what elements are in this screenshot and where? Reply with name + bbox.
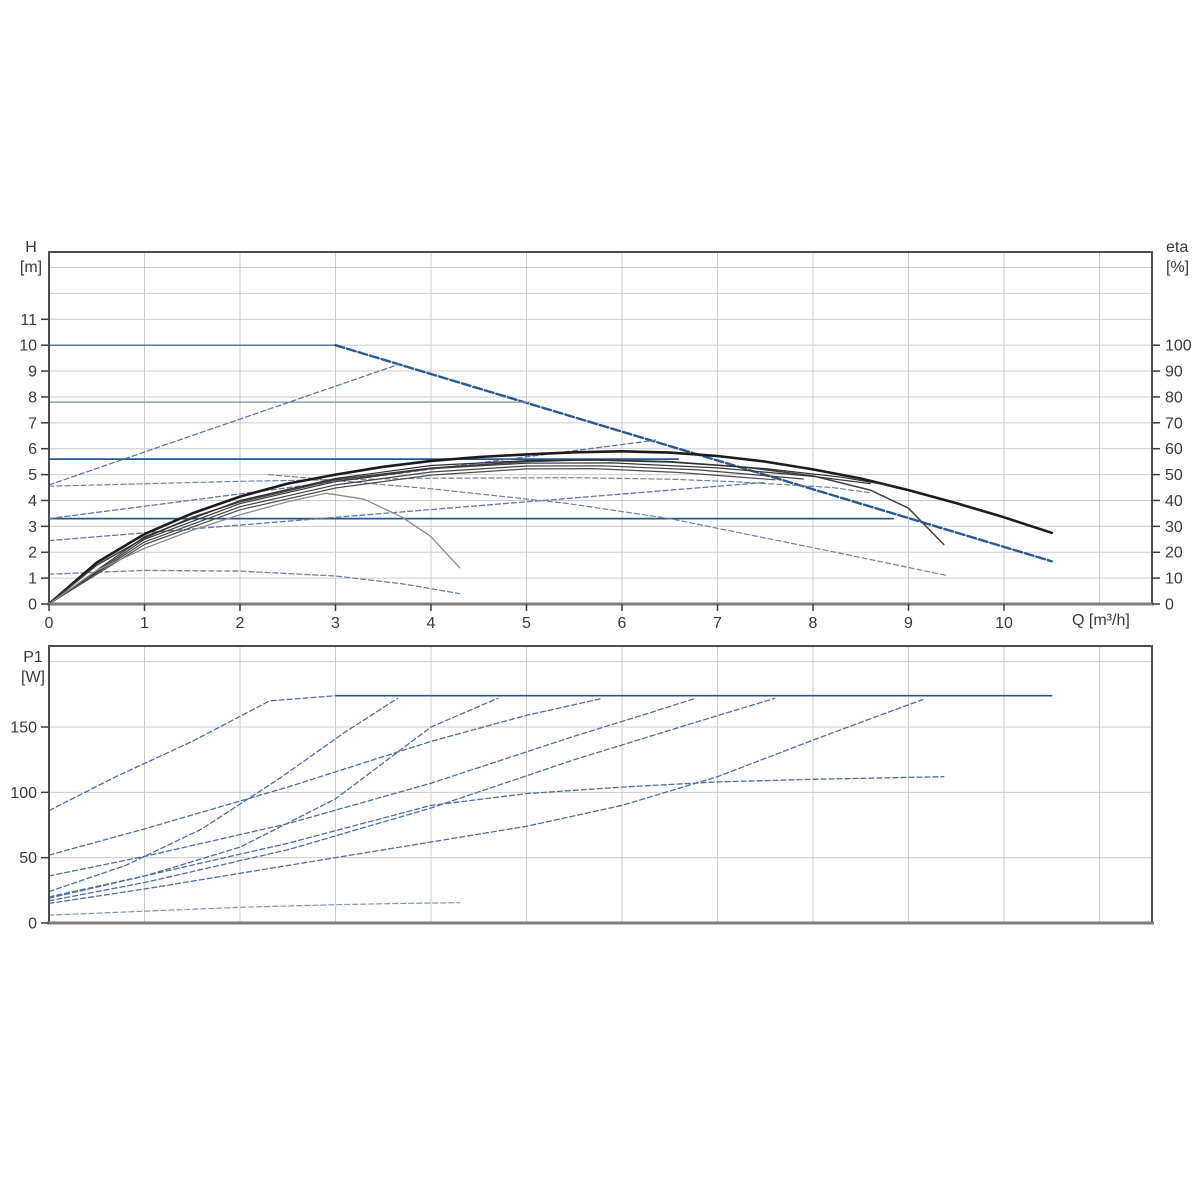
eta-curve-4 [48, 462, 871, 605]
y-axis-tick-label: 9 [28, 364, 37, 381]
x-axis-tick-label: 0 [45, 615, 54, 632]
eta-axis-tick-label: 80 [1165, 389, 1183, 406]
p1-axis-unit: [W] [21, 669, 45, 686]
x-axis-tick-label: 1 [140, 615, 149, 632]
eta-curve-2 [48, 458, 945, 605]
eta-curve-6 [48, 468, 776, 605]
eta-curve-5 [48, 465, 804, 605]
x-axis-tick-label: 4 [427, 615, 436, 632]
h-axis-symbol: H [25, 239, 37, 256]
eta-axis-unit-label: eta [%] [1166, 238, 1189, 278]
eta-axis-tick-label: 50 [1165, 467, 1183, 484]
y-axis-tick-label: 50 [19, 850, 37, 867]
y-axis-tick-label: 0 [28, 597, 37, 614]
y-axis-tick-label: 6 [28, 441, 37, 458]
y-axis-tick-label: 10 [19, 338, 37, 355]
y-axis-tick-label: 5 [28, 467, 37, 484]
y-axis-tick-label: 1 [28, 571, 37, 588]
y-axis-tick-label: 8 [28, 389, 37, 406]
eta-axis-tick-label: 60 [1165, 441, 1183, 458]
eta-axis-tick-label: 90 [1165, 364, 1183, 381]
eta-axis-tick-label: 0 [1165, 597, 1174, 614]
p1-axis-unit-label: P1 [W] [12, 648, 54, 688]
q-axis-label: Q [m³/h] [1072, 612, 1130, 629]
eta-curve-3 [48, 459, 895, 605]
min-speed-qh-curve [48, 569, 461, 595]
eta-axis-tick-label: 30 [1165, 519, 1183, 536]
eta-axis-tick-label: 100 [1165, 338, 1192, 355]
power-curve-6 [48, 697, 776, 902]
mid-speed-qh-curve [268, 474, 948, 577]
power-curve-8 [48, 776, 945, 898]
power-curve-5 [48, 697, 697, 877]
eta-axis-tick-label: 40 [1165, 493, 1183, 510]
power-curve-2 [48, 697, 399, 893]
y-axis-tick-label: 4 [28, 493, 37, 510]
eta-axis-unit: [%] [1166, 259, 1190, 276]
x-axis-tick-label: 8 [809, 615, 818, 632]
p1-axis-symbol: P1 [23, 649, 43, 666]
x-axis-tick-label: 6 [618, 615, 627, 632]
eta-axis-tick-label: 10 [1165, 571, 1183, 588]
power-curve-7 [48, 698, 924, 905]
plot-border [48, 251, 1153, 605]
x-axis-tick-label: 10 [995, 615, 1013, 632]
power-curve-min [48, 902, 461, 916]
power-curve-4 [48, 697, 604, 856]
setpoint-arc [48, 477, 871, 494]
x-axis-tick-label: 7 [713, 615, 722, 632]
y-axis-tick-label: 11 [20, 312, 37, 329]
h-axis-unit-label: H [m] [10, 238, 52, 278]
x-axis-tick-label: 2 [236, 615, 245, 632]
plot-border [48, 645, 1153, 924]
eta-curve-min-speed [48, 492, 461, 605]
power-curve-1 [48, 695, 337, 812]
eta-axis-tick-label: 20 [1165, 545, 1183, 562]
eta-axis-tick-label: 70 [1165, 415, 1183, 432]
y-axis-tick-label: 100 [10, 785, 37, 802]
y-axis-tick-label: 0 [28, 916, 37, 933]
eta-axis-symbol: eta [1166, 239, 1189, 256]
x-axis-tick-label: 5 [522, 615, 531, 632]
prop-pressure-high [48, 363, 402, 486]
h-axis-unit: [m] [19, 259, 43, 276]
y-axis-tick-label: 3 [28, 519, 37, 536]
x-axis-tick-label: 3 [331, 615, 340, 632]
y-axis-tick-label: 2 [28, 545, 37, 562]
y-axis-tick-label: 150 [10, 720, 37, 737]
x-axis-tick-label: 9 [904, 615, 913, 632]
y-axis-tick-label: 7 [28, 415, 37, 432]
